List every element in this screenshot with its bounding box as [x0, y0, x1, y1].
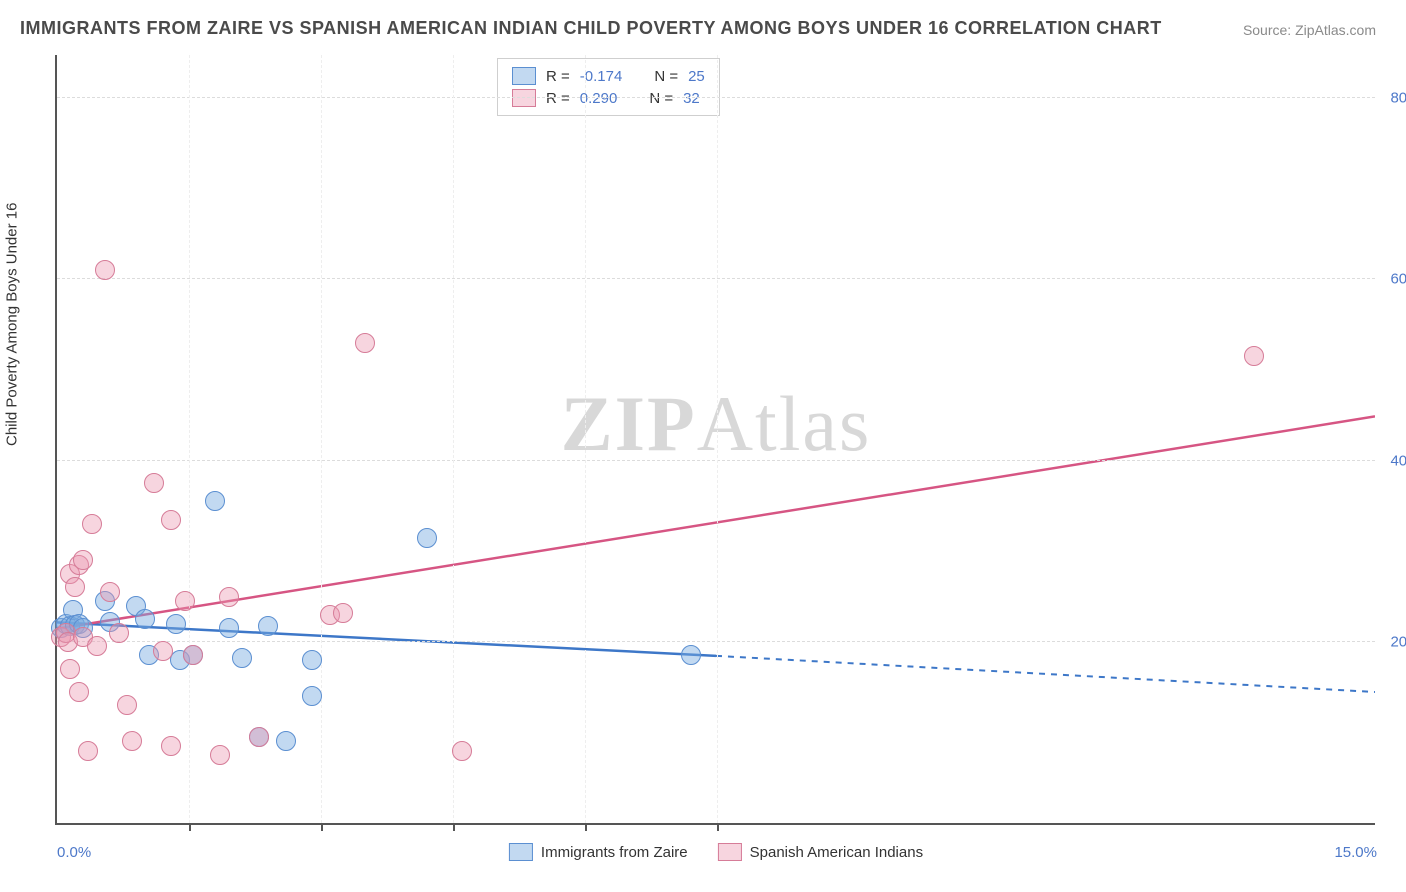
series-swatch-spanish	[718, 843, 742, 861]
scatter-point-spanish	[117, 695, 137, 715]
correlation-legend: R =-0.174N =25R =0.290N =32	[497, 58, 720, 116]
gridline-h	[57, 278, 1375, 279]
scatter-point-spanish	[69, 682, 89, 702]
scatter-point-spanish	[333, 603, 353, 623]
series-legend-item-spanish: Spanish American Indians	[718, 843, 923, 861]
gridline-v	[453, 55, 454, 823]
gridline-h	[57, 460, 1375, 461]
scatter-point-zaire	[302, 686, 322, 706]
gridline-h	[57, 641, 1375, 642]
scatter-point-spanish	[100, 582, 120, 602]
y-axis-label: Child Poverty Among Boys Under 16	[4, 203, 21, 446]
scatter-point-spanish	[153, 641, 173, 661]
source-attribution: Source: ZipAtlas.com	[1243, 22, 1376, 38]
legend-r-value: -0.174	[580, 68, 623, 85]
y-tick-label: 60.0%	[1390, 271, 1406, 288]
scatter-point-spanish	[95, 260, 115, 280]
trend-line-extrapolated-zaire	[716, 656, 1375, 692]
scatter-point-spanish	[452, 741, 472, 761]
scatter-point-zaire	[258, 616, 278, 636]
scatter-point-zaire	[276, 731, 296, 751]
watermark-thin: Atlas	[697, 380, 872, 467]
x-tick-mark	[321, 823, 323, 831]
scatter-point-spanish	[87, 636, 107, 656]
x-tick-label: 15.0%	[1334, 844, 1377, 861]
series-label: Immigrants from Zaire	[541, 844, 688, 861]
scatter-point-spanish	[1244, 346, 1264, 366]
series-legend-item-zaire: Immigrants from Zaire	[509, 843, 688, 861]
series-swatch-zaire	[509, 843, 533, 861]
scatter-point-spanish	[249, 727, 269, 747]
scatter-point-zaire	[205, 491, 225, 511]
trend-line-spanish	[57, 416, 1375, 628]
x-tick-mark	[189, 823, 191, 831]
scatter-point-spanish	[122, 731, 142, 751]
watermark: ZIPAtlas	[561, 379, 872, 469]
scatter-point-zaire	[232, 648, 252, 668]
watermark-bold: ZIP	[561, 380, 697, 467]
scatter-point-zaire	[681, 645, 701, 665]
y-tick-label: 20.0%	[1390, 633, 1406, 650]
x-tick-mark	[453, 823, 455, 831]
x-tick-mark	[585, 823, 587, 831]
gridline-v	[189, 55, 190, 823]
gridline-v	[585, 55, 586, 823]
scatter-point-zaire	[166, 614, 186, 634]
scatter-point-spanish	[161, 510, 181, 530]
scatter-point-spanish	[73, 550, 93, 570]
scatter-point-spanish	[210, 745, 230, 765]
scatter-point-spanish	[183, 645, 203, 665]
scatter-point-spanish	[78, 741, 98, 761]
legend-r-label: R =	[546, 68, 570, 85]
scatter-point-spanish	[355, 333, 375, 353]
scatter-point-spanish	[219, 587, 239, 607]
series-legend: Immigrants from Zaire Spanish American In…	[509, 843, 923, 861]
scatter-point-spanish	[175, 591, 195, 611]
scatter-point-spanish	[144, 473, 164, 493]
y-tick-label: 80.0%	[1390, 90, 1406, 107]
gridline-h	[57, 97, 1375, 98]
series-label: Spanish American Indians	[750, 844, 923, 861]
scatter-point-zaire	[219, 618, 239, 638]
scatter-point-zaire	[417, 528, 437, 548]
y-tick-label: 40.0%	[1390, 452, 1406, 469]
x-tick-label: 0.0%	[57, 844, 91, 861]
scatter-point-spanish	[161, 736, 181, 756]
legend-n-value: 25	[688, 68, 705, 85]
legend-swatch-zaire	[512, 67, 536, 85]
x-tick-mark	[717, 823, 719, 831]
trend-lines-layer	[57, 55, 1375, 823]
scatter-point-spanish	[60, 659, 80, 679]
source-label: Source:	[1243, 22, 1291, 38]
plot-area: ZIPAtlas R =-0.174N =25R =0.290N =32 Imm…	[55, 55, 1375, 825]
scatter-point-zaire	[135, 609, 155, 629]
scatter-point-spanish	[82, 514, 102, 534]
legend-n-label: N =	[654, 68, 678, 85]
legend-row-zaire: R = -0.174 N = 25	[512, 65, 705, 87]
scatter-point-zaire	[302, 650, 322, 670]
scatter-point-spanish	[65, 577, 85, 597]
source-link[interactable]: ZipAtlas.com	[1295, 22, 1376, 38]
gridline-v	[717, 55, 718, 823]
scatter-point-spanish	[109, 623, 129, 643]
gridline-v	[321, 55, 322, 823]
chart-title: IMMIGRANTS FROM ZAIRE VS SPANISH AMERICA…	[20, 18, 1162, 39]
